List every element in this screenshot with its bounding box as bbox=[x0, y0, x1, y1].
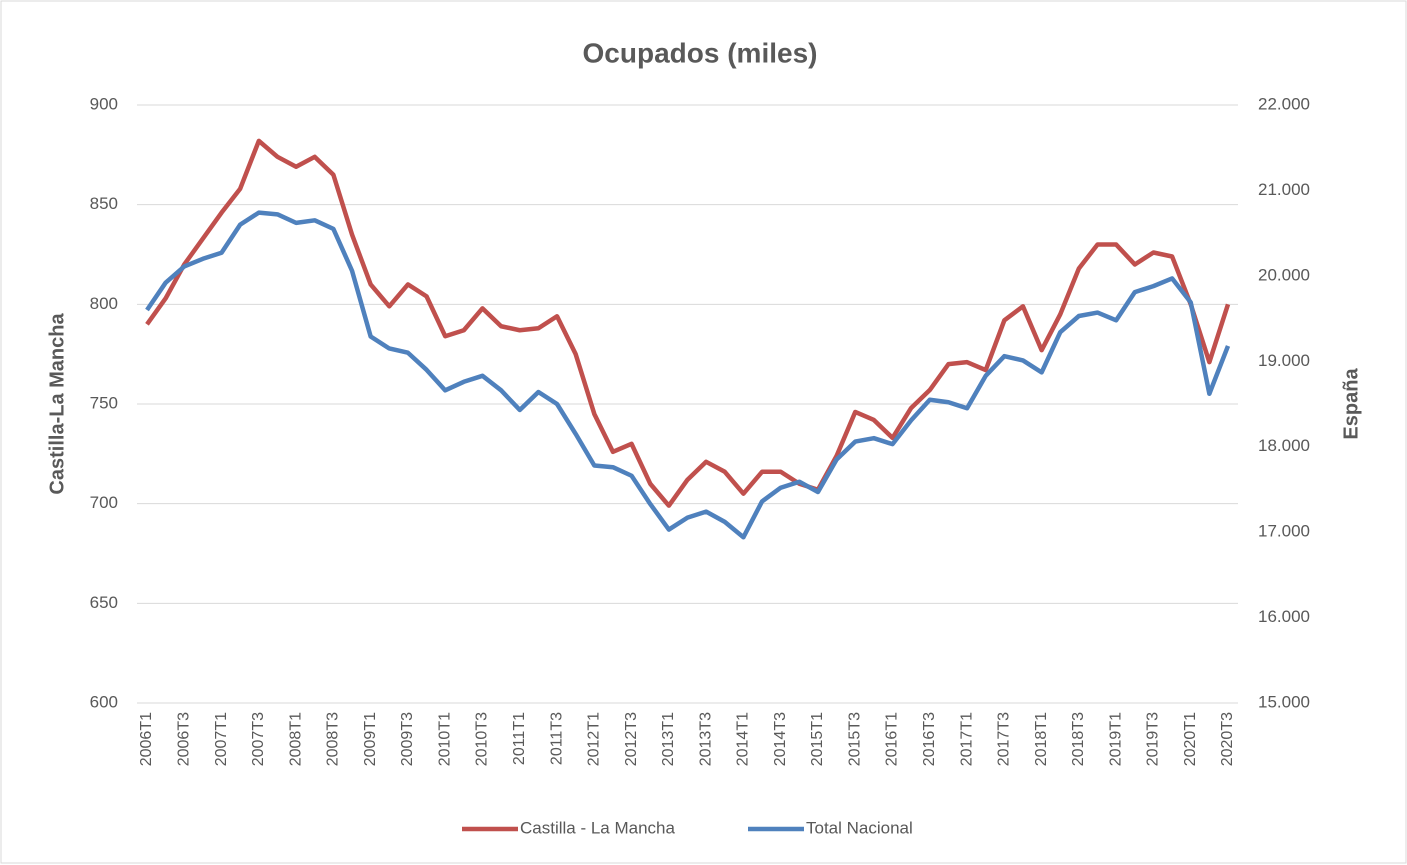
x-tick-label: 2009T1 bbox=[362, 712, 379, 766]
x-tick-label: 2006T1 bbox=[138, 712, 155, 766]
x-tick-label: 2007T1 bbox=[213, 712, 230, 766]
line-series bbox=[145, 210, 1231, 540]
y2-axis-label: España bbox=[1340, 368, 1362, 440]
y2-tick-label: 19.000 bbox=[1258, 351, 1310, 370]
y-tick-label: 800 bbox=[90, 294, 118, 313]
y-tick-label: 750 bbox=[90, 393, 118, 412]
y2-tick-label: 16.000 bbox=[1258, 607, 1310, 626]
x-tick-label: 2013T3 bbox=[697, 712, 714, 766]
x-tick-label: 2011T1 bbox=[511, 712, 528, 765]
x-tick-label: 2019T3 bbox=[1145, 712, 1162, 766]
line-series bbox=[145, 138, 1231, 508]
x-tick-label: 2009T3 bbox=[399, 712, 416, 766]
x-tick-label: 2014T3 bbox=[772, 712, 789, 766]
x-tick-label: 2013T1 bbox=[660, 712, 677, 766]
x-tick-label: 2018T3 bbox=[1070, 712, 1087, 766]
x-tick-label: 2015T3 bbox=[846, 712, 863, 766]
y-tick-label: 850 bbox=[90, 194, 118, 213]
x-tick-label: 2008T3 bbox=[325, 712, 342, 766]
x-tick-label: 2012T3 bbox=[623, 712, 640, 766]
y-tick-label: 600 bbox=[90, 692, 118, 711]
x-tick-label: 2016T3 bbox=[921, 712, 938, 766]
y2-tick-label: 15.000 bbox=[1258, 692, 1310, 711]
x-tick-label: 2010T1 bbox=[436, 712, 453, 766]
x-tick-label: 2010T3 bbox=[474, 712, 491, 766]
x-tick-label: 2016T1 bbox=[884, 712, 901, 766]
x-tick-label: 2007T3 bbox=[250, 712, 267, 766]
y2-tick-label: 18.000 bbox=[1258, 436, 1310, 455]
x-tick-label: 2020T1 bbox=[1182, 712, 1199, 766]
x-tick-label: 2020T3 bbox=[1219, 712, 1236, 766]
legend-label: Total Nacional bbox=[806, 818, 913, 837]
y2-tick-label: 22.000 bbox=[1258, 94, 1310, 113]
x-tick-label: 2006T3 bbox=[175, 712, 192, 766]
y-axis-label: Castilla-La Mancha bbox=[46, 313, 68, 495]
y-tick-label: 700 bbox=[90, 493, 118, 512]
x-tick-label: 2017T1 bbox=[958, 712, 975, 766]
x-tick-label: 2008T1 bbox=[287, 712, 304, 766]
legend-label: Castilla - La Mancha bbox=[520, 818, 676, 837]
x-tick-label: 2018T1 bbox=[1033, 712, 1050, 766]
x-tick-label: 2015T1 bbox=[809, 712, 826, 766]
y-tick-label: 900 bbox=[90, 94, 118, 113]
y2-tick-label: 21.000 bbox=[1258, 180, 1310, 199]
x-tick-label: 2014T1 bbox=[735, 712, 752, 766]
y2-tick-label: 17.000 bbox=[1258, 522, 1310, 541]
x-tick-label: 2019T1 bbox=[1107, 712, 1124, 766]
x-tick-label: 2011T3 bbox=[548, 712, 565, 765]
x-tick-label: 2012T1 bbox=[586, 712, 603, 766]
chart-title: Ocupados (miles) bbox=[583, 37, 818, 68]
x-tick-label: 2017T3 bbox=[996, 712, 1013, 766]
y-tick-label: 650 bbox=[90, 593, 118, 612]
y2-tick-label: 20.000 bbox=[1258, 265, 1310, 284]
